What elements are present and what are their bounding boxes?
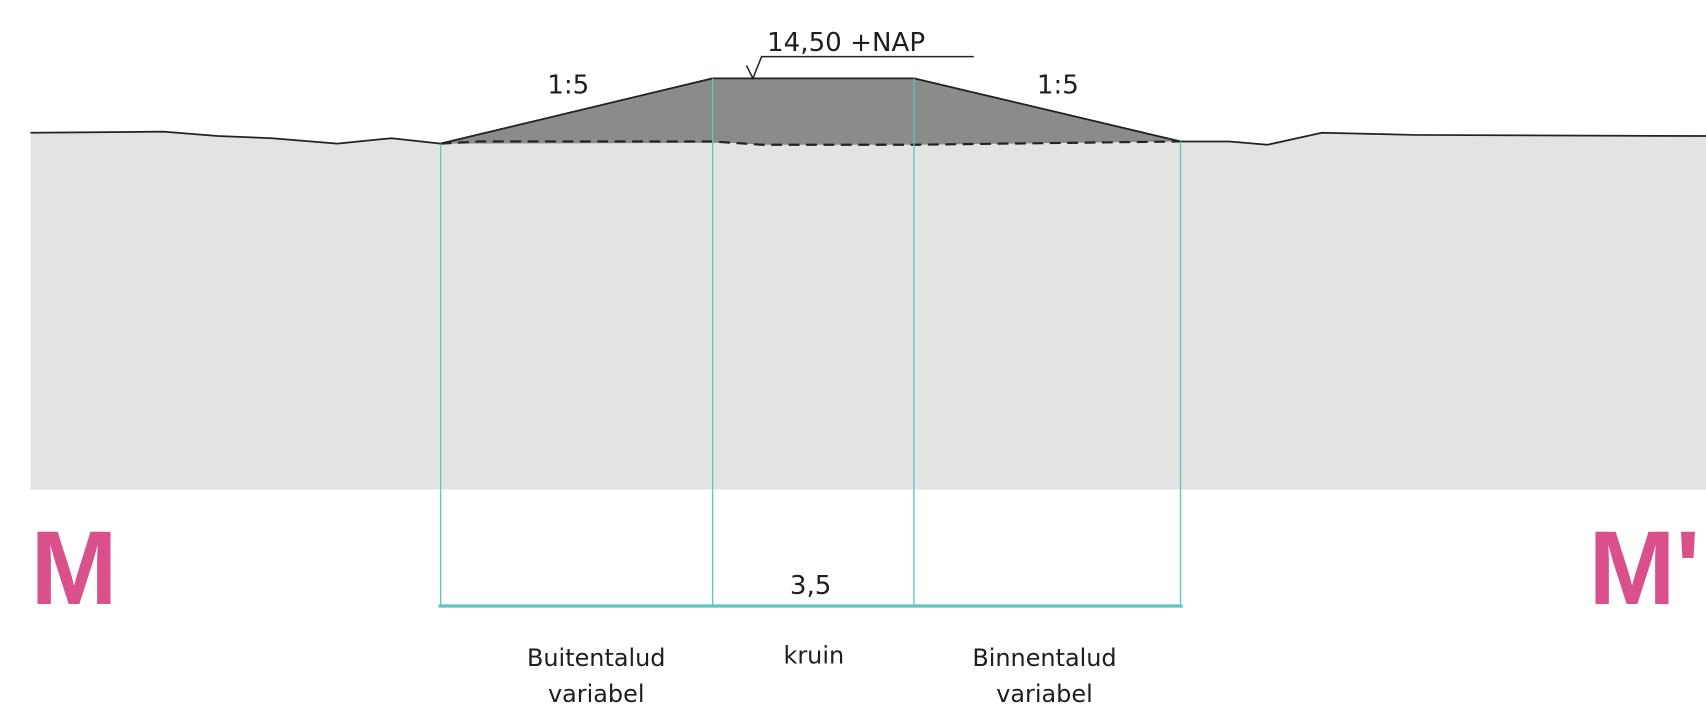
level-label: 14,50 +NAP [767, 28, 925, 58]
zone-name: Buitentalud [527, 644, 666, 672]
slope-label: 1:5 [547, 71, 589, 101]
dimension-lines [438, 78, 1183, 608]
section-label: M [30, 510, 117, 627]
slope-label: 1:5 [1037, 71, 1079, 101]
ground [30, 78, 1706, 490]
width-label: 3,5 [790, 571, 832, 601]
zone-name: kruin [783, 642, 844, 670]
zone-note: variabel [548, 680, 645, 704]
old-ground-dashed [440, 140, 1181, 146]
section-label: M' [1588, 510, 1700, 627]
zone-name: Binnentalud [972, 644, 1116, 672]
zone-note: variabel [996, 680, 1093, 704]
level-marker [745, 55, 974, 81]
ground-line [30, 130, 441, 145]
dike-line [440, 77, 1181, 145]
dike-fill [440, 78, 1181, 145]
ground-line [1180, 131, 1706, 146]
